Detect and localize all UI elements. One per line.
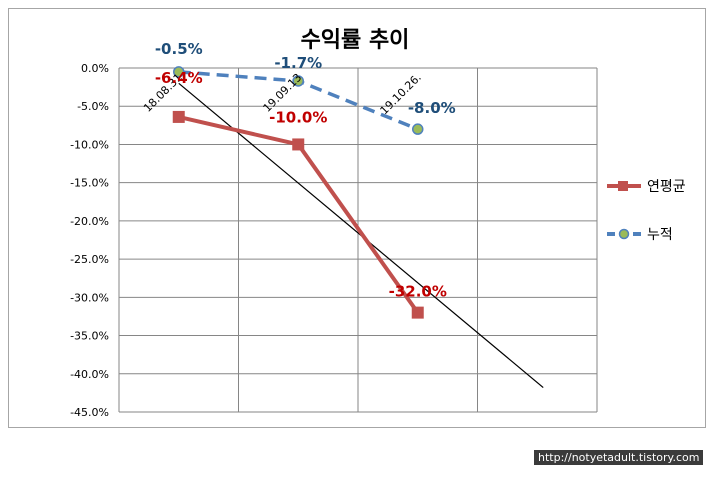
y-tick-label: -15.0% — [70, 177, 109, 190]
y-tick-label: -5.0% — [77, 100, 109, 113]
chart-frame: 수익률 추이 0.0% -5.0% -10.0% -15.0% -20.0% -25.0%… — [8, 8, 706, 428]
data-label: -32.0% — [389, 283, 447, 301]
watermark-url: http://notyetadult.tistory.com — [534, 450, 704, 465]
data-point-circle — [292, 75, 304, 87]
y-tick-label: -20.0% — [70, 215, 109, 228]
y-axis-ticks: 0.0% -5.0% -10.0% -15.0% -20.0% -25.0% -30.0% -… — [70, 62, 109, 419]
chart-title: 수익률 추이 — [301, 28, 410, 53]
legend-marker-square — [618, 181, 628, 191]
legend-label: 누적 — [647, 227, 673, 243]
data-label: -1.7% — [274, 54, 322, 72]
data-labels: -6.4% -10.0% -32.0% -0.5% -1.7% -8.0% — [155, 40, 456, 301]
y-tick-label: -10.0% — [70, 138, 109, 151]
series-layer — [172, 66, 424, 319]
legend-marker-circle — [618, 228, 630, 240]
y-tick-label: -45.0% — [70, 406, 109, 419]
legend-label: 연평균 — [647, 179, 686, 195]
data-point-square — [172, 110, 185, 123]
data-label: -8.0% — [408, 99, 456, 117]
data-label: -10.0% — [269, 108, 327, 126]
y-tick-label: -30.0% — [70, 291, 109, 304]
data-point-circle — [173, 66, 185, 78]
y-tick-label: 0.0% — [81, 62, 109, 75]
data-point-circle — [412, 123, 424, 135]
data-point-square — [411, 306, 424, 319]
grid-layer — [118, 67, 598, 413]
y-tick-label: -25.0% — [70, 253, 109, 266]
data-point-square — [292, 138, 305, 151]
data-label: -0.5% — [155, 40, 203, 58]
y-tick-label: -35.0% — [70, 330, 109, 343]
data-label: -6.4% — [155, 69, 203, 87]
line-chart: 수익률 추이 0.0% -5.0% -10.0% -15.0% -20.0% -25.0%… — [70, 28, 686, 419]
y-tick-label: -40.0% — [70, 368, 109, 381]
